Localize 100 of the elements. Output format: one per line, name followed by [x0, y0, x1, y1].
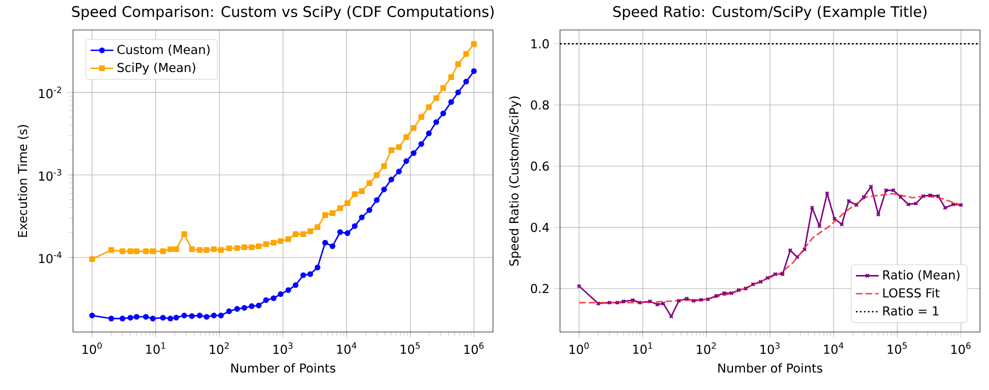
point — [168, 246, 174, 252]
point — [936, 194, 940, 198]
point — [358, 188, 365, 194]
legend-label: Custom (Mean) — [117, 44, 210, 56]
legend-label: SciPy (Mean) — [118, 62, 196, 75]
point — [256, 302, 262, 308]
point — [189, 313, 195, 319]
point — [314, 264, 320, 270]
x-axis-title: Number of Points — [231, 363, 336, 373]
x-tick-label: 10$^{6}$ — [951, 342, 971, 354]
point — [374, 172, 380, 178]
x-tick-label: 10$^{1}$ — [633, 342, 652, 354]
y-axis-title: Speed Ratio (Custom/SciPy) — [509, 96, 521, 266]
point — [448, 99, 454, 105]
point — [330, 243, 336, 250]
point — [314, 224, 320, 230]
legend-label: Ratio = 1 — [883, 306, 938, 316]
point — [455, 90, 462, 96]
x-tick-label: 10$^{2}$ — [210, 342, 229, 354]
point — [196, 247, 203, 253]
point — [168, 316, 174, 322]
point — [285, 236, 292, 242]
point — [337, 229, 343, 235]
point — [403, 134, 410, 140]
point — [307, 228, 314, 234]
point — [248, 244, 255, 250]
y-tick-label: 10$^{-2}$ — [39, 86, 62, 98]
point — [270, 295, 276, 302]
y-tick-label: 10$^{-3}$ — [39, 169, 62, 181]
point — [381, 186, 387, 192]
point — [396, 144, 402, 150]
point — [292, 282, 298, 288]
point — [234, 245, 240, 251]
point — [242, 244, 248, 250]
point — [374, 197, 380, 203]
x-tick-label: 10$^{0}$ — [82, 342, 102, 354]
point — [263, 297, 269, 304]
point — [181, 312, 188, 318]
x-tick-label: 10$^{4}$ — [337, 342, 356, 354]
point — [381, 163, 387, 169]
x-tick-label: 10$^{0}$ — [570, 342, 589, 354]
point — [426, 130, 432, 136]
point — [226, 245, 232, 252]
point — [337, 205, 343, 212]
point — [366, 180, 372, 186]
point — [352, 191, 358, 197]
point — [204, 247, 210, 253]
y-axis-title: Execution Time (s) — [18, 125, 29, 237]
y-tick-label: 1.0 — [531, 39, 549, 48]
point — [322, 212, 328, 218]
point — [440, 85, 446, 91]
y-tick-label: 0.6 — [530, 162, 549, 171]
point — [448, 74, 454, 80]
x-tick-label: 10$^{2}$ — [696, 342, 716, 354]
point — [344, 230, 350, 236]
point — [403, 158, 410, 164]
point — [196, 312, 203, 318]
point — [418, 141, 424, 147]
y-tick-label: 10$^{-4}$ — [39, 252, 62, 264]
point — [388, 176, 394, 182]
point — [218, 247, 224, 253]
x-tick-label: 10$^{1}$ — [146, 342, 166, 354]
chart-title: Speed Comparison: Custom vs SciPy (CDF Computations) — [72, 6, 494, 20]
point — [263, 241, 269, 248]
point — [344, 200, 350, 206]
point — [143, 248, 149, 254]
y-tick-label: 0.4 — [530, 222, 549, 232]
point — [330, 210, 336, 216]
y-tick-label: 0.2 — [530, 284, 548, 294]
point — [292, 231, 298, 237]
point — [471, 68, 477, 74]
point — [366, 207, 372, 213]
point — [433, 95, 440, 101]
point — [396, 168, 402, 174]
point — [455, 61, 462, 67]
point — [433, 119, 440, 125]
point — [300, 231, 306, 237]
point — [248, 303, 255, 310]
point — [278, 291, 284, 297]
point — [410, 150, 417, 156]
point — [388, 147, 394, 153]
x-tick-label: 10$^{4}$ — [824, 342, 844, 354]
point — [189, 246, 195, 252]
point — [143, 314, 149, 320]
point — [285, 287, 292, 293]
point — [684, 296, 689, 301]
x-tick-label: 10$^{3}$ — [273, 342, 293, 354]
point — [426, 104, 432, 110]
point — [358, 214, 365, 220]
point — [698, 298, 704, 302]
point — [322, 240, 328, 246]
point — [226, 308, 232, 314]
point — [270, 240, 276, 246]
point — [300, 272, 306, 278]
y-tick-label: 0.8 — [530, 100, 549, 110]
x-tick-label: 10$^{5}$ — [400, 342, 420, 354]
x-tick-label: 10$^{6}$ — [464, 342, 484, 354]
point — [352, 223, 358, 229]
point — [440, 110, 446, 116]
x-tick-label: 10$^{3}$ — [760, 342, 780, 354]
